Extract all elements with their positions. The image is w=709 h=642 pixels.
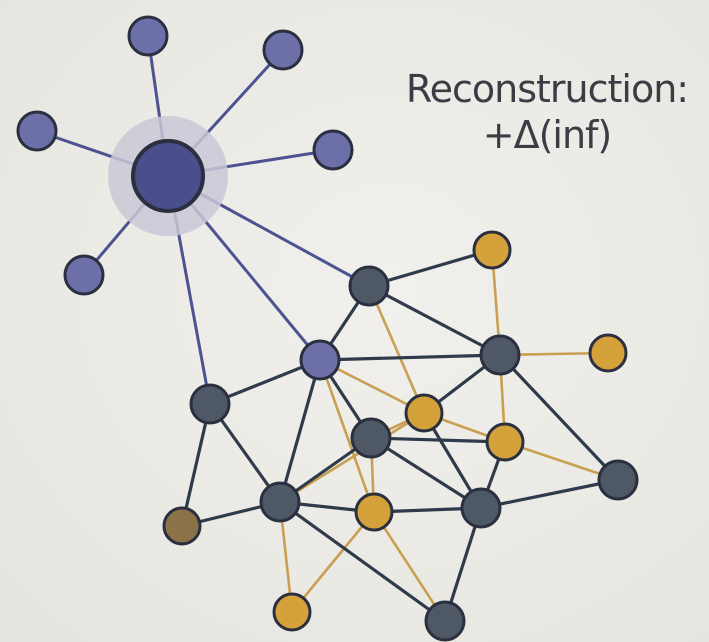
node-n4 (479, 334, 521, 376)
edge-n2-g5 (318, 358, 376, 514)
edge-n5-g4 (369, 436, 507, 444)
node-g5 (354, 492, 394, 532)
edge-n2-n4 (318, 353, 502, 362)
edge-n1-g1 (367, 248, 494, 288)
edge-g5-g6 (290, 510, 376, 614)
node-g2 (588, 333, 628, 373)
reconstruction-annotation: Reconstruction: +Δ(inf) (397, 66, 697, 158)
node-g3 (404, 393, 444, 433)
node-p5 (63, 254, 105, 296)
edge-g5-n8 (372, 510, 447, 623)
node-b1 (162, 506, 202, 546)
node-n6 (259, 481, 301, 523)
node-hub (131, 139, 205, 213)
node-g1 (472, 230, 512, 270)
node-p1 (127, 15, 169, 57)
node-n5 (350, 417, 392, 459)
node-p2 (262, 29, 304, 71)
annotation-line-1: Reconstruction: (405, 67, 689, 111)
node-n8 (424, 600, 466, 642)
node-g6 (272, 592, 312, 632)
edge-n3-b1 (180, 402, 212, 528)
node-n7 (460, 487, 502, 529)
edge-g3-n6 (278, 411, 426, 504)
node-n1 (348, 265, 390, 307)
node-n3 (189, 383, 231, 425)
node-n2 (299, 339, 341, 381)
edge-n6-n8 (278, 500, 447, 623)
edge-n2-n6 (278, 358, 322, 504)
edge-n5-n7 (369, 436, 483, 510)
edge-n4-n9 (498, 353, 620, 482)
node-g4 (485, 422, 525, 462)
annotation-line-2: +Δ(inf) (482, 113, 613, 157)
node-p4 (312, 129, 354, 171)
edge-n7-n9 (479, 478, 620, 510)
nodes-layer (16, 15, 639, 642)
edge-n1-g3 (367, 284, 426, 415)
node-p3 (16, 110, 58, 152)
edge-n1-n4 (367, 284, 502, 357)
node-n9 (597, 459, 639, 501)
